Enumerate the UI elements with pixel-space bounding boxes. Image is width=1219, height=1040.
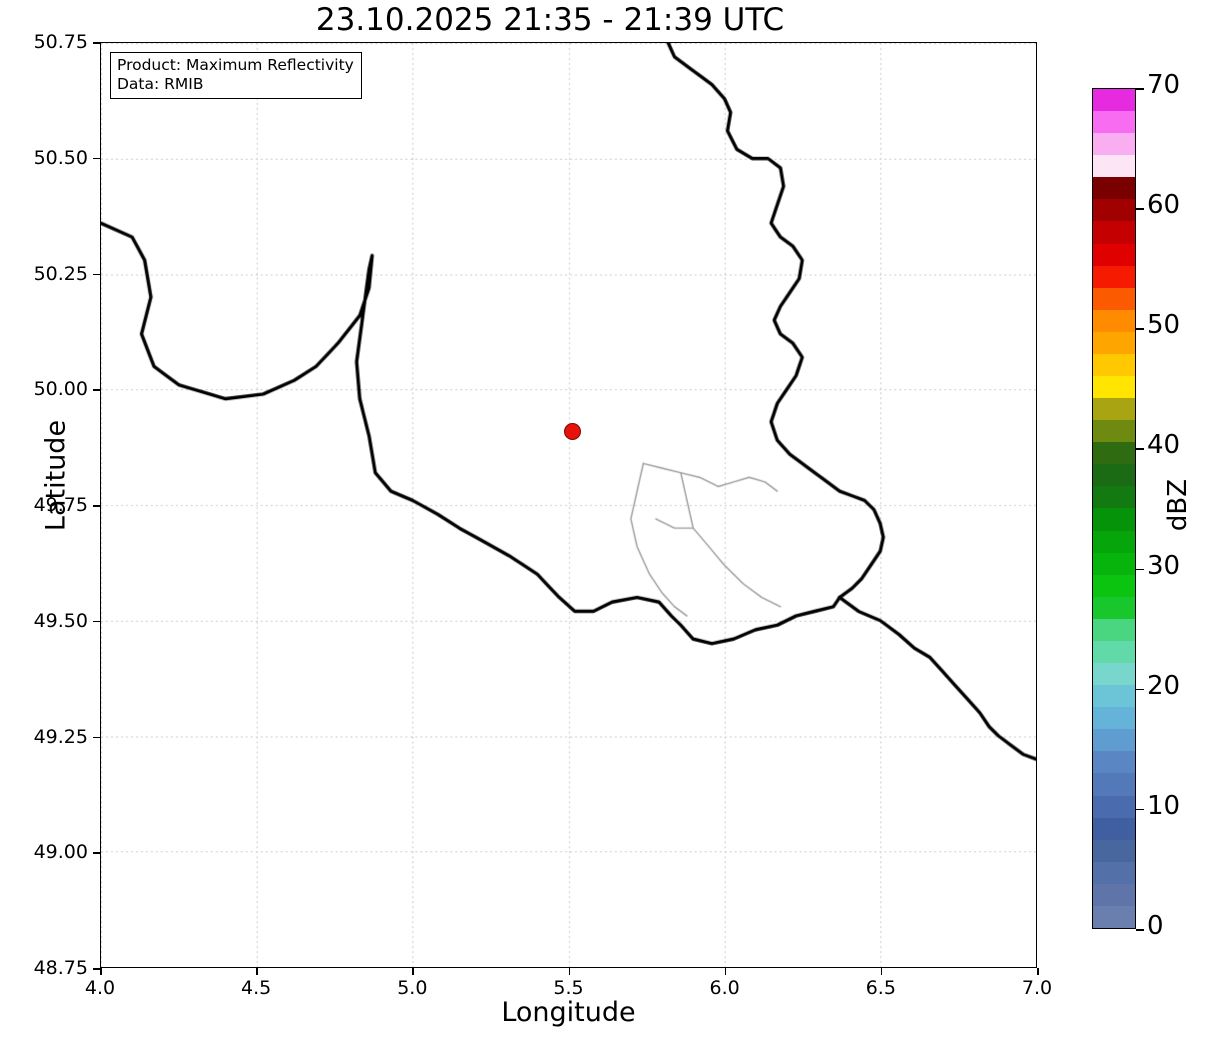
x-tick xyxy=(724,968,727,975)
colorbar-segment xyxy=(1093,331,1135,354)
y-tick xyxy=(93,42,100,44)
x-tick-label: 4.0 xyxy=(84,977,116,999)
colorbar-segment xyxy=(1093,905,1135,928)
colorbar-segment xyxy=(1093,839,1135,862)
y-tick xyxy=(93,505,100,507)
colorbar-tick xyxy=(1136,808,1144,811)
x-tick-label: 4.5 xyxy=(241,977,272,999)
y-tick-label: 50.25 xyxy=(33,262,88,285)
colorbar-segment xyxy=(1093,663,1135,686)
colorbar-tick-label: 50 xyxy=(1147,310,1181,341)
y-tick-label: 50.75 xyxy=(33,31,88,53)
colorbar-segment xyxy=(1093,464,1135,487)
legend-data-line: Data: RMIB xyxy=(117,74,204,93)
x-tick-label: 6.0 xyxy=(709,977,740,999)
colorbar-segment xyxy=(1093,133,1135,156)
y-tick-label: 49.00 xyxy=(33,841,88,864)
colorbar-tick xyxy=(1136,688,1144,691)
colorbar-segment xyxy=(1093,795,1135,818)
colorbar-segment xyxy=(1093,89,1135,112)
colorbar-segment xyxy=(1093,530,1135,553)
colorbar-segment xyxy=(1093,111,1135,134)
x-tick xyxy=(568,968,570,975)
x-tick xyxy=(880,968,883,975)
colorbar-segment xyxy=(1093,486,1135,509)
colorbar-tick xyxy=(1136,568,1144,571)
colorbar-tick xyxy=(1136,208,1144,210)
x-tick-label: 5.0 xyxy=(397,977,428,999)
y-tick-label: 50.00 xyxy=(33,378,88,401)
y-tick-label: 49.75 xyxy=(33,494,88,516)
y-tick-label: 48.75 xyxy=(33,957,88,979)
y-tick xyxy=(93,620,100,623)
colorbar-segment xyxy=(1093,442,1135,465)
y-tick xyxy=(93,157,100,160)
colorbar-segment xyxy=(1093,265,1135,288)
y-tick xyxy=(93,736,100,738)
country-borders-layer xyxy=(101,43,1036,967)
y-tick-label: 49.25 xyxy=(33,725,88,748)
y-axis-label: Latitude xyxy=(40,419,72,532)
colorbar-segment xyxy=(1093,243,1135,266)
colorbar-segment xyxy=(1093,640,1135,664)
colorbar-segment xyxy=(1093,309,1135,332)
colorbar-segment xyxy=(1093,773,1135,796)
colorbar-tick-label: 10 xyxy=(1147,790,1181,821)
x-tick xyxy=(256,968,258,975)
colorbar-segment xyxy=(1093,177,1135,200)
colorbar-segment xyxy=(1093,596,1135,619)
colorbar-tick-label: 70 xyxy=(1147,70,1181,100)
x-tick-label: 6.5 xyxy=(865,977,896,999)
colorbar-segment xyxy=(1093,287,1135,310)
y-tick-label: 50.50 xyxy=(33,146,88,169)
colorbar-segment xyxy=(1093,618,1135,641)
colorbar-tick-label: 40 xyxy=(1147,430,1181,461)
colorbar-tick-label: 0 xyxy=(1147,911,1164,941)
colorbar-segment xyxy=(1093,751,1135,774)
radar-site-marker xyxy=(563,422,581,440)
x-tick xyxy=(100,968,102,975)
legend-product-line: Product: Maximum Reflectivity xyxy=(117,56,354,74)
colorbar-tick-label: 60 xyxy=(1147,190,1181,221)
colorbar-segment xyxy=(1093,861,1135,884)
y-tick xyxy=(93,968,100,970)
colorbar-title: dBZ xyxy=(1163,478,1193,532)
x-tick-label: 7.0 xyxy=(1021,977,1053,999)
y-tick xyxy=(93,852,100,854)
page-title: 23.10.2025 21:35 - 21:39 UTC xyxy=(315,2,785,38)
x-tick-label: 5.5 xyxy=(553,977,584,999)
colorbar-segment xyxy=(1093,707,1135,730)
colorbar-segment xyxy=(1093,729,1135,752)
x-tick xyxy=(1037,968,1039,975)
product-info-box: Product: Maximum Reflectivity Data: RMIB xyxy=(110,52,362,99)
y-tick-label: 49.50 xyxy=(33,609,88,632)
colorbar-segment xyxy=(1093,508,1135,531)
colorbar-segment xyxy=(1093,574,1135,597)
colorbar-segment xyxy=(1093,376,1135,399)
radar-map-plot: Product: Maximum Reflectivity Data: RMIB xyxy=(100,42,1037,968)
colorbar-tick xyxy=(1136,929,1144,931)
colorbar-tick xyxy=(1136,88,1144,90)
y-tick xyxy=(93,389,100,391)
colorbar-tick-label: 20 xyxy=(1147,670,1181,701)
x-tick xyxy=(412,968,414,975)
colorbar-tick xyxy=(1136,328,1144,330)
colorbar-segment xyxy=(1093,552,1135,575)
colorbar-segment xyxy=(1093,199,1135,222)
colorbar-tick xyxy=(1136,448,1144,450)
x-axis-label: Longitude xyxy=(501,997,636,1028)
colorbar-segment xyxy=(1093,155,1135,178)
colorbar-segment xyxy=(1093,221,1135,244)
colorbar-segment xyxy=(1093,685,1135,708)
colorbar xyxy=(1092,88,1136,929)
colorbar-segment xyxy=(1093,817,1135,840)
colorbar-tick-label: 30 xyxy=(1147,550,1181,581)
colorbar-segment xyxy=(1093,353,1135,377)
colorbar-segment xyxy=(1093,398,1135,421)
colorbar-segment xyxy=(1093,420,1135,443)
colorbar-segment xyxy=(1093,883,1135,906)
y-tick xyxy=(93,273,100,275)
